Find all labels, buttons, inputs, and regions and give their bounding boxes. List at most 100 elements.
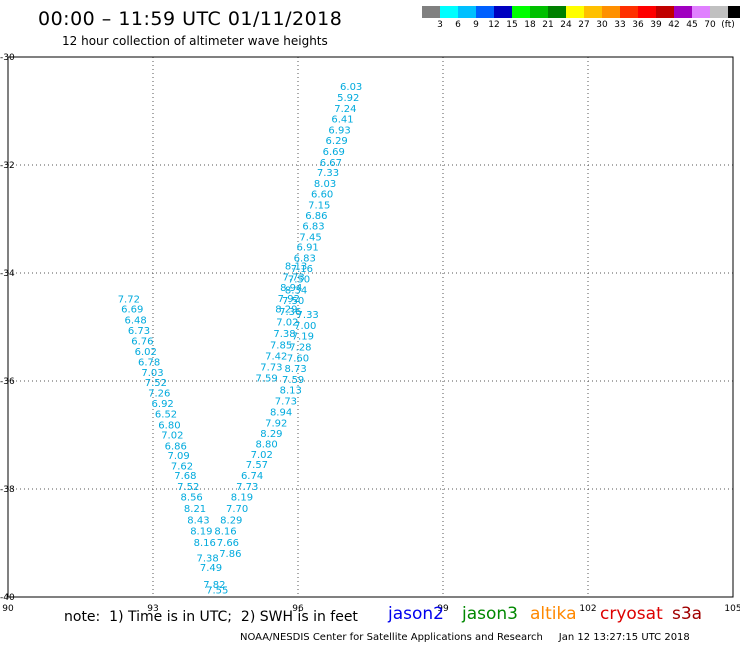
wave-height-value: 8.19 (231, 493, 253, 504)
wave-height-value: 6.03 (340, 82, 362, 93)
wave-height-value: 7.92 (265, 419, 287, 430)
wave-height-value: 7.03 (141, 368, 163, 379)
wave-height-value: 7.57 (246, 460, 268, 471)
wave-height-value: 7.19 (292, 332, 314, 343)
legend-altika: altika (530, 604, 577, 624)
wave-height-value: 7.73 (283, 272, 305, 283)
color-scale-swatch (422, 6, 440, 18)
wave-height-value: 8.19 (190, 527, 212, 538)
wave-height-value: 7.38 (196, 554, 218, 565)
legend-jason3: jason3 (462, 604, 518, 624)
wave-height-value: 8.34 (285, 285, 307, 296)
y-tick-label: -30 (0, 53, 15, 63)
legend-s3a: s3a (672, 604, 703, 624)
wave-height-value: 6.78 (138, 358, 160, 369)
wave-height-value: 7.33 (317, 168, 339, 179)
color-scale-swatch (476, 6, 494, 18)
x-tick-label: 93 (147, 604, 158, 614)
wave-height-value: 5.92 (337, 93, 359, 104)
wave-height-value: 7.73 (260, 363, 282, 374)
color-scale-label: 21 (542, 20, 554, 30)
color-scale-label: 6 (455, 20, 461, 30)
color-scale-swatch (710, 6, 728, 18)
color-scale-swatch (674, 6, 692, 18)
color-scale-label: 9 (473, 20, 479, 30)
wave-height-value: 7.33 (297, 310, 319, 321)
wave-height-value: 7.66 (217, 538, 239, 549)
color-scale-swatch (530, 6, 548, 18)
wave-height-value: 6.41 (331, 115, 353, 126)
color-scale-label: 15 (506, 20, 518, 30)
wave-height-value: 8.94 (270, 407, 292, 418)
legend-jason2: jason2 (388, 604, 444, 624)
wave-height-value: 7.38 (273, 329, 295, 340)
color-scale-label: 70 (704, 20, 716, 30)
wave-height-value: 8.80 (255, 440, 277, 451)
x-tick-label: 96 (292, 604, 304, 614)
wave-height-value: 6.83 (302, 222, 324, 233)
wave-height-value: 6.69 (121, 305, 143, 316)
color-scale-swatch (620, 6, 638, 18)
color-scale-swatch (548, 6, 566, 18)
wave-height-value: 6.29 (326, 136, 348, 147)
color-scale-label: 12 (488, 20, 500, 30)
wave-height-value: 7.28 (289, 343, 311, 354)
wave-height-value: 6.67 (320, 158, 342, 169)
wave-height-value: 8.13 (280, 386, 302, 397)
wave-height-value: 7.15 (308, 201, 330, 212)
wave-height-value: 8.29 (260, 429, 282, 440)
wave-height-value: 6.73 (128, 326, 150, 337)
wave-height-value: 7.68 (174, 471, 196, 482)
legend-note: note: 1) Time is in UTC; 2) SWH is in fe… (64, 609, 358, 625)
wave-height-value: 7.52 (145, 378, 167, 389)
wave-height-value: 7.24 (334, 104, 356, 115)
wave-height-value: 8.29 (275, 305, 297, 316)
color-scale-swatch (494, 6, 512, 18)
color-scale-label: 30 (596, 20, 608, 30)
wave-height-value: 6.93 (328, 125, 350, 136)
chart-title: 00:00 – 11:59 UTC 01/11/2018 (38, 8, 343, 30)
wave-height-value: 6.76 (131, 337, 153, 348)
wave-height-value: 8.56 (181, 493, 203, 504)
wave-height-value: 7.73 (275, 397, 297, 408)
color-scale-swatch (638, 6, 656, 18)
wave-height-value: 6.60 (311, 190, 333, 201)
wave-height-value: 6.91 (297, 243, 319, 254)
wave-height-value: 7.49 (200, 563, 222, 574)
wave-height-value: 6.86 (165, 441, 187, 452)
wave-height-value: 6.52 (155, 409, 177, 420)
wave-height-value: 7.50 (282, 296, 304, 307)
wave-height-value: 7.82 (203, 580, 225, 591)
y-tick-label: -34 (0, 269, 15, 279)
wave-height-value: 7.92 (278, 294, 300, 305)
wave-height-value: 7.50 (288, 274, 310, 285)
wave-height-value: 7.59 (282, 375, 304, 386)
color-scale-label: 33 (614, 20, 626, 30)
wave-height-value: 8.73 (284, 364, 306, 375)
wave-height-value: 6.69 (323, 147, 345, 158)
wave-height-value: 7.62 (171, 461, 193, 472)
color-scale-swatch (692, 6, 710, 18)
wave-height-value: 6.92 (152, 399, 174, 410)
chart-subtitle: 12 hour collection of altimeter wave hei… (62, 34, 328, 48)
wave-height-value: 7.59 (255, 373, 277, 384)
wave-height-value: 7.85 (270, 340, 292, 351)
credit-line: NOAA/NESDIS Center for Satellite Applica… (240, 632, 690, 643)
wave-height-value: 7.09 (167, 451, 189, 462)
color-scale-label: 36 (632, 20, 644, 30)
wave-height-value: 7.45 (299, 232, 321, 243)
wave-height-value: 8.21 (184, 504, 206, 515)
plot-frame (7, 56, 734, 598)
x-tick-label: 102 (579, 604, 596, 614)
color-scale-swatch (584, 6, 602, 18)
x-tick-label: 105 (724, 604, 740, 614)
wave-height-value: 8.43 (187, 515, 209, 526)
x-tick-label: 90 (2, 604, 14, 614)
wave-height-value: 6.80 (158, 420, 180, 431)
color-scale-label: (ft) (721, 20, 735, 30)
color-scale-swatch (656, 6, 674, 18)
wave-height-value: 7.02 (161, 431, 183, 442)
wave-height-value: 7.42 (265, 352, 287, 363)
wave-height-value: 8.16 (194, 538, 216, 549)
